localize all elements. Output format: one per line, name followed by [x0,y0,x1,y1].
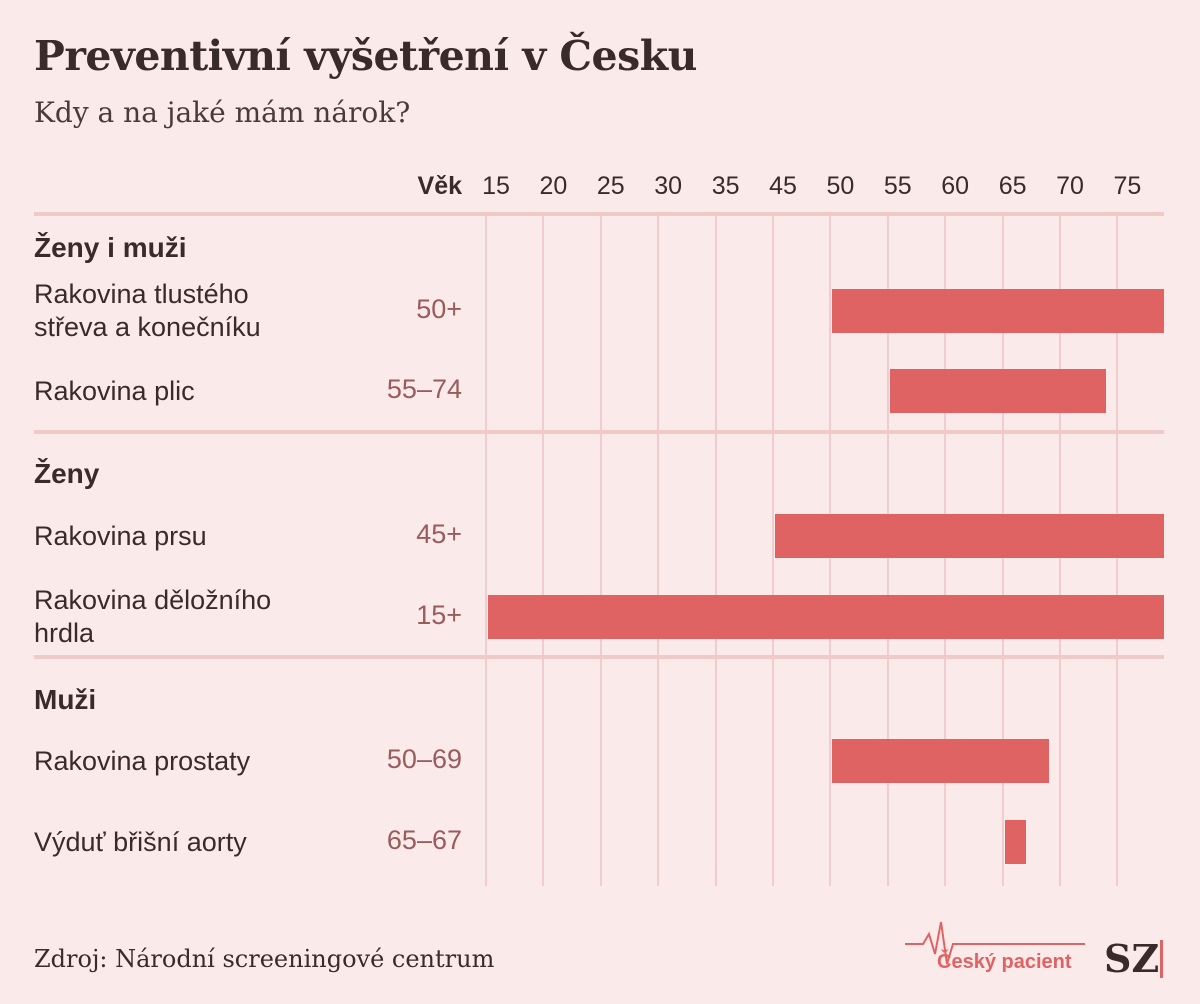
source-note: Zdroj: Národní screeningové centrum [34,945,495,973]
group-heading: Ženy [34,458,100,489]
grid-line [485,216,487,886]
row-age-range: 55–74 [386,374,462,404]
row-label-line: Rakovina prostaty [34,745,251,776]
row-label-line: Rakovina tlustého [34,279,249,309]
row-label: Rakovina tlustého střeva a konečníku [34,278,261,344]
divider-top [34,212,1164,216]
chart-subtitle: Kdy a na jaké mám nárok? [34,96,411,129]
row-age-range: 45+ [416,519,462,549]
divider-zeny [34,430,1164,434]
grid-line [542,216,545,886]
row-age-range: 65–67 [386,825,462,855]
group-heading: Muži [34,684,97,715]
x-tick-label: 30 [654,172,683,200]
range-bar [832,739,1049,783]
range-bar [488,595,1164,639]
grid-line [772,216,774,886]
group-heading: Ženy i muži [34,232,187,263]
x-tick-label: 45 [769,172,797,200]
row-label: Rakovina prostaty [34,745,250,778]
x-tick-label: 70 [1056,172,1084,200]
range-bar [1004,820,1026,864]
sz-logo: SZ [1104,936,1160,981]
range-bar [889,369,1106,413]
x-tick-label: 50 [826,172,855,200]
x-tick-label: 60 [941,172,970,200]
row-label: Výduť břišní aorty [34,826,247,859]
brand-name: Český pacient [937,951,1072,973]
logo-accent [1160,940,1163,978]
row-label: Rakovina děložního hrdla [34,584,271,650]
x-tick-label: 25 [596,172,625,200]
chart-title: Preventivní vyšetření v Česku [34,32,697,80]
row-label-line: Rakovina prsu [34,520,207,551]
divider-muzi [34,655,1164,659]
row-label-line: Rakovina děložního [34,585,272,615]
grid-line [599,216,602,886]
x-tick-label: 55 [883,172,912,200]
x-tick-label: 35 [711,172,740,200]
grid-line [657,216,660,886]
x-tick-label: 15 [482,172,510,200]
row-age-range: 50+ [416,294,462,324]
x-tick-label: 75 [1113,172,1142,200]
row-age-range: 50–69 [386,744,462,774]
row-label-line: Výduť břišní aorty [34,826,247,857]
x-tick-label: 20 [539,172,568,200]
row-label-line: hrdla [34,618,95,648]
x-tick-label: 65 [998,172,1027,200]
row-label: Rakovina plic [34,375,195,408]
range-bar [775,514,1164,558]
row-age-range: 15+ [416,600,462,630]
row-label: Rakovina prsu [34,520,207,553]
range-bar [832,289,1164,333]
axis-title: Věk [417,172,462,200]
row-label-line: střeva a konečníku [34,312,261,342]
grid-line [714,216,717,886]
heartbeat-icon [905,921,1085,965]
row-label-line: Rakovina plic [34,375,195,406]
